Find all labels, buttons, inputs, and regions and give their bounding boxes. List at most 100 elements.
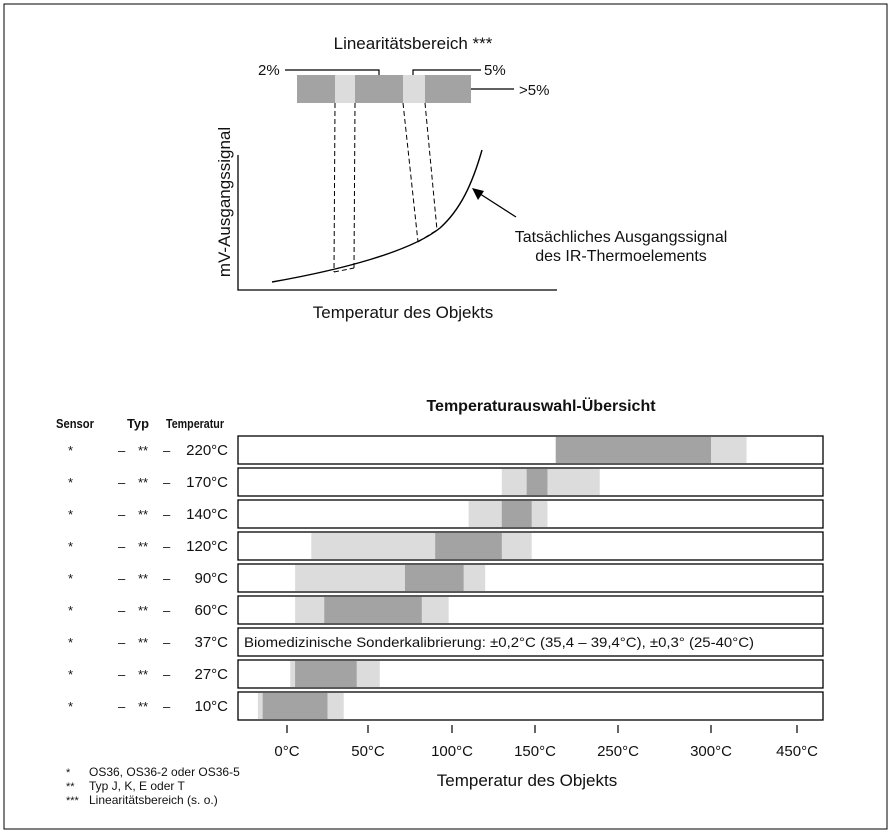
row-temperature-label: 90°C [194, 570, 228, 587]
output-signal-curve [271, 149, 483, 283]
chart-row [237, 563, 824, 593]
footnote-mark: *** [66, 795, 80, 807]
range-bar-dark [262, 693, 328, 719]
row-dash: – [163, 571, 171, 586]
row-dash: – [118, 635, 126, 650]
linearity-segment [425, 75, 471, 103]
row-dash: – [163, 635, 171, 650]
row-dash: – [163, 539, 171, 554]
row-dash: – [118, 603, 126, 618]
row-frame [237, 627, 824, 657]
row-typ-mark: ** [138, 667, 148, 682]
row-sensor-mark: * [68, 635, 73, 650]
x-axis-ticks: 0°C 50°C 100°C 150°C 250°C 300°C 450°C [274, 725, 818, 760]
row-typ-mark: ** [138, 699, 148, 714]
linearity-title: Linearitätsbereich *** [334, 34, 493, 53]
row-typ-mark: ** [138, 539, 148, 554]
row-temperature-label: 37°C [194, 634, 228, 651]
range-bar-dark [435, 533, 502, 559]
row-sensor-mark: * [68, 667, 73, 682]
outer-border [3, 3, 888, 830]
chart-row [237, 467, 824, 497]
row-temperature-label: 120°C [186, 538, 228, 555]
footnote-text: Typ J, K, E oder T [89, 779, 185, 793]
linearity-segment [355, 75, 403, 103]
row-dash: – [163, 443, 171, 458]
footnote-mark: ** [66, 781, 75, 793]
row-labels: * – ** –220°C* – ** –170°C* – ** –140°C* – ** –120°C… [68, 442, 228, 715]
row-typ-mark: ** [138, 507, 148, 522]
footnotes: * OS36, OS36-2 oder OS36-5 ** Typ J, K, E o… [66, 765, 240, 807]
range-bar-dark [555, 437, 711, 463]
row-temperature-label: 10°C [194, 698, 228, 715]
label-5pct: 5% [484, 62, 506, 79]
row-sensor-mark: * [68, 475, 73, 490]
row-dash: – [118, 539, 126, 554]
x-tick-label: 0°C [274, 743, 299, 760]
projection-lines [333, 102, 438, 273]
x-tick-label: 150°C [514, 743, 556, 760]
row-sensor-mark: * [68, 571, 73, 586]
overview-x-axis-title: Temperatur des Objekts [437, 771, 617, 790]
bracket-5pct [412, 69, 481, 75]
row-dash: – [163, 667, 171, 682]
row-sensor-mark: * [68, 539, 73, 554]
footnote-text: OS36, OS36-2 oder OS36-5 [89, 765, 240, 779]
range-bar-dark [501, 501, 532, 527]
row-temperature-label: 27°C [194, 666, 228, 683]
range-bar-dark [295, 661, 357, 687]
row-typ-mark: ** [138, 603, 148, 618]
row-temperature-label: 140°C [186, 506, 228, 523]
bracket-2pct [285, 69, 380, 75]
col-header-typ: Typ [127, 416, 149, 431]
row-dash: – [163, 475, 171, 490]
row-dash: – [163, 699, 171, 714]
range-bar-light [501, 469, 600, 495]
x-tick-label: 250°C [597, 743, 639, 760]
curve-label-line2: des IR-Thermoelements [535, 248, 707, 265]
row-sensor-mark: * [68, 699, 73, 714]
x-tick-label: 300°C [690, 743, 732, 760]
chart-rows: Biomedizinische Sonderkalibrierung: ±0,2… [237, 435, 824, 721]
response-axes [237, 155, 557, 291]
row-dash: – [118, 667, 126, 682]
chart-row [237, 659, 824, 689]
col-header-temperatur: Temperatur [166, 416, 224, 431]
row-typ-mark: ** [138, 475, 148, 490]
label-gt5pct: >5% [519, 82, 549, 99]
row-typ-mark: ** [138, 571, 148, 586]
range-bar-dark [526, 469, 548, 495]
curve-arrow-head [472, 188, 484, 200]
row-dash: – [118, 507, 126, 522]
label-2pct: 2% [258, 62, 280, 79]
linearity-diagram: Linearitätsbereich *** 2% 5% >5% mV-Ausg… [215, 34, 727, 322]
row-sensor-mark: * [68, 443, 73, 458]
x-tick-label: 100°C [431, 743, 473, 760]
overview-title: Temperaturauswahl-Übersicht [426, 396, 656, 415]
footnote-mark: * [66, 767, 71, 779]
row-dash: – [163, 507, 171, 522]
row-dash: – [118, 443, 126, 458]
chart-row [237, 691, 824, 721]
overview-chart: Temperaturauswahl-Übersicht Sensor Typ T… [56, 396, 824, 790]
row-temperature-label: 220°C [186, 442, 228, 459]
row-dash: – [118, 699, 126, 714]
chart-row [237, 531, 824, 561]
row-typ-mark: ** [138, 443, 148, 458]
x-tick-label: 50°C [351, 743, 385, 760]
range-bar-dark [324, 597, 422, 623]
curve-label-line1: Tatsächliches Ausgangssignal [515, 229, 728, 246]
row-dash: – [118, 475, 126, 490]
range-bar-dark [404, 565, 464, 591]
linearity-segment [297, 75, 335, 103]
chart-row: Biomedizinische Sonderkalibrierung: ±0,2… [237, 627, 824, 657]
x-axis-label: Temperatur des Objekts [313, 303, 493, 322]
row-dash: – [118, 571, 126, 586]
footnote-text: Linearitätsbereich (s. o.) [89, 793, 218, 807]
chart-row [237, 499, 824, 529]
chart-row [237, 595, 824, 625]
row-temperature-label: 170°C [186, 474, 228, 491]
y-axis-label: mV-Ausgangssignal [215, 127, 234, 277]
row-temperature-label: 60°C [194, 602, 228, 619]
